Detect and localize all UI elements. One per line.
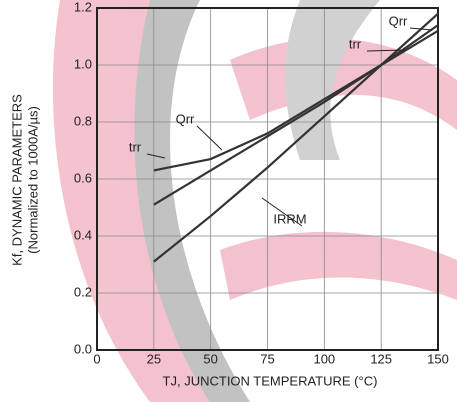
x-tick-label: 25 [147, 351, 161, 366]
y-tick-label: 1.0 [74, 56, 92, 71]
series-annotation: IRRM [273, 211, 306, 226]
y-tick-label: 1.2 [74, 0, 92, 14]
x-tick-label: 150 [427, 351, 449, 366]
x-tick-label: 125 [370, 351, 392, 366]
series-annotation: Qrr [389, 13, 408, 28]
x-tick-label: 50 [203, 351, 217, 366]
watermark [53, 0, 457, 402]
y-tick-label: 0.0 [74, 341, 92, 356]
x-tick-label: 75 [260, 351, 274, 366]
series-annotation: Qrr [176, 111, 195, 126]
page: {"chart_data": {"type": "line", "ylabel"… [0, 0, 457, 402]
annotation-pointer [197, 126, 222, 150]
x-tick-label: 0 [93, 351, 100, 366]
x-tick-label: 100 [313, 351, 335, 366]
x-axis-label: TJ, JUNCTION TEMPERATURE (°C) [163, 373, 378, 388]
y-tick-label: 0.2 [74, 284, 92, 299]
y-axis-label: Kf, DYNAMIC PARAMETERS [9, 94, 24, 266]
y-tick-label: 0.6 [74, 170, 92, 185]
y-axis-label: (Normalized to 1000A/µs) [25, 106, 40, 254]
chart: TJ, JUNCTION TEMPERATURE (°C) Kf, DYNAMI… [0, 0, 457, 402]
series-annotation: trr [349, 36, 362, 51]
series-annotation: trr [129, 139, 142, 154]
y-tick-label: 0.4 [74, 227, 92, 242]
y-tick-label: 0.8 [74, 113, 92, 128]
